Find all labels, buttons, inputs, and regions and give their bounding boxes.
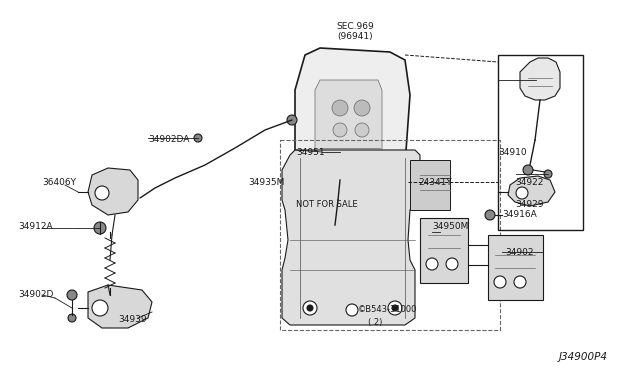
Circle shape — [67, 290, 77, 300]
Circle shape — [307, 305, 313, 311]
Polygon shape — [88, 285, 152, 328]
Text: 36406Y: 36406Y — [42, 178, 76, 187]
Circle shape — [523, 165, 533, 175]
Circle shape — [485, 210, 495, 220]
Circle shape — [544, 170, 552, 178]
Circle shape — [194, 134, 202, 142]
Circle shape — [333, 123, 347, 137]
Text: 34902DA: 34902DA — [148, 135, 189, 144]
Polygon shape — [88, 168, 138, 215]
Text: ©B543-31000: ©B543-31000 — [358, 305, 417, 314]
Text: 34935M: 34935M — [248, 178, 284, 187]
Text: 34922: 34922 — [515, 178, 543, 187]
Text: 34929: 34929 — [515, 200, 543, 209]
Circle shape — [355, 123, 369, 137]
Circle shape — [95, 186, 109, 200]
Bar — [410, 160, 450, 210]
Bar — [488, 235, 543, 300]
Circle shape — [303, 301, 317, 315]
Circle shape — [516, 187, 528, 199]
Circle shape — [94, 222, 106, 234]
Circle shape — [92, 300, 108, 316]
Text: NOT FOR SALE: NOT FOR SALE — [296, 200, 358, 209]
Circle shape — [354, 100, 370, 116]
Polygon shape — [508, 176, 555, 206]
Circle shape — [68, 314, 76, 322]
Circle shape — [514, 276, 526, 288]
Text: J34900P4: J34900P4 — [559, 352, 608, 362]
Bar — [498, 55, 583, 230]
Polygon shape — [315, 80, 382, 162]
Text: 34950M: 34950M — [432, 222, 468, 231]
Polygon shape — [282, 150, 420, 325]
Text: 34951: 34951 — [296, 148, 324, 157]
Text: 34902: 34902 — [505, 248, 534, 257]
Text: 34912A: 34912A — [18, 222, 52, 231]
Circle shape — [494, 276, 506, 288]
Bar — [420, 218, 468, 283]
Text: 34910: 34910 — [498, 148, 527, 157]
Circle shape — [392, 305, 398, 311]
Text: 34902D: 34902D — [18, 290, 53, 299]
Text: SEC.969: SEC.969 — [336, 22, 374, 31]
Text: 34916A: 34916A — [502, 210, 537, 219]
Circle shape — [388, 301, 402, 315]
Text: (96941): (96941) — [337, 32, 373, 41]
Bar — [280, 140, 500, 330]
Circle shape — [287, 115, 297, 125]
Polygon shape — [295, 48, 410, 188]
Circle shape — [346, 304, 358, 316]
Circle shape — [332, 100, 348, 116]
Text: 34939: 34939 — [118, 315, 147, 324]
Circle shape — [426, 258, 438, 270]
Text: 24341Y: 24341Y — [418, 178, 452, 187]
Text: ( 2): ( 2) — [368, 318, 382, 327]
Polygon shape — [520, 58, 560, 100]
Circle shape — [446, 258, 458, 270]
